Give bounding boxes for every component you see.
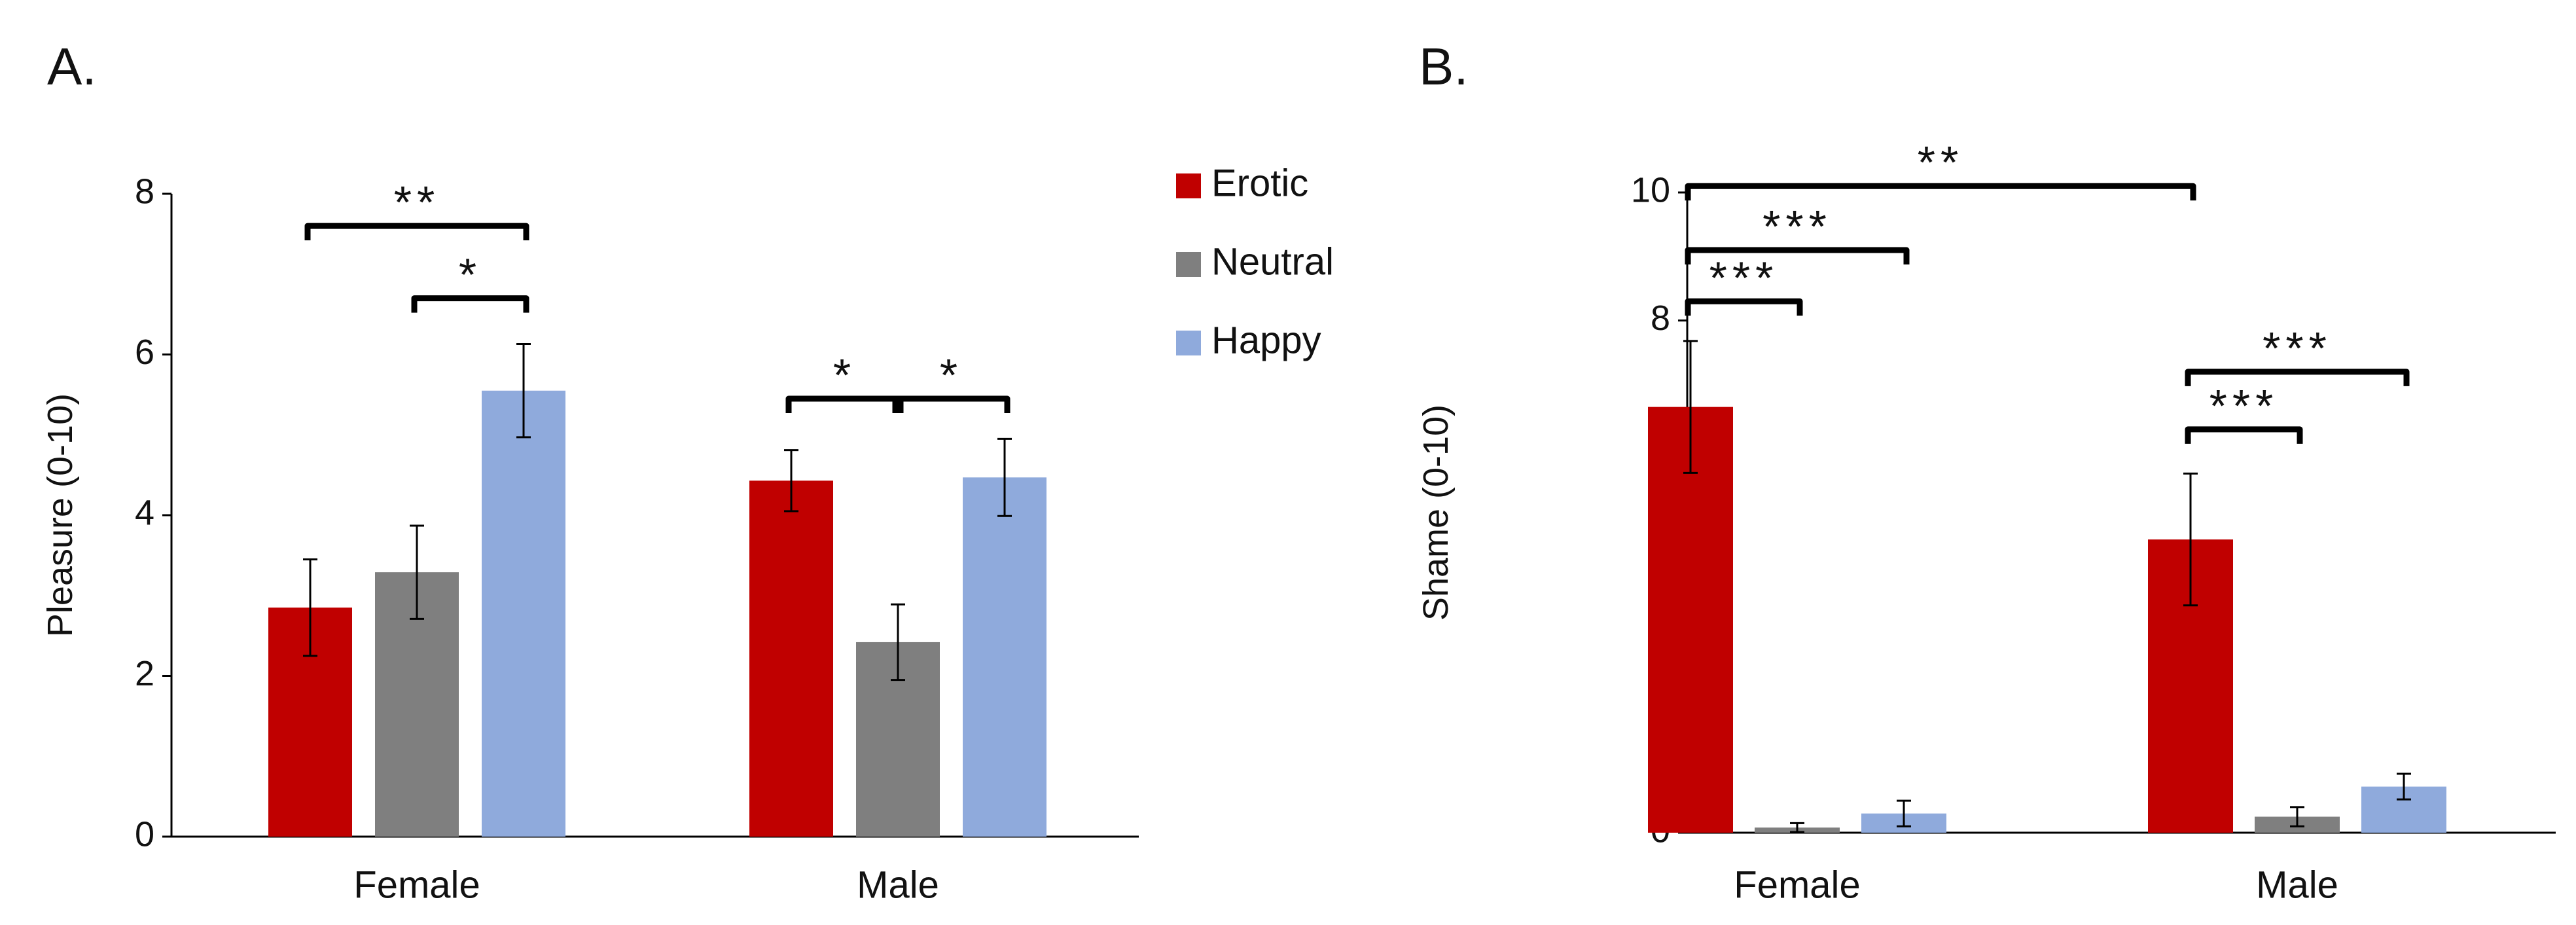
panel-a-significance-label-1: *: [459, 249, 482, 300]
panel-b-bar-female-erotic: [1648, 407, 1733, 833]
panel-b-x-tick-label-male: Male: [2256, 863, 2338, 906]
panel-a-bar-male-erotic: [749, 481, 833, 837]
panel-a-y-tick-label-2: 2: [135, 654, 154, 693]
panel-a-significance-bracket-2: [785, 395, 904, 414]
panel-a-bar-male-happy: [963, 477, 1046, 837]
legend-label-happy: Happy: [1211, 319, 1321, 361]
panel-b-shame-chart: B.Shame (0-10)0246810FemaleMale*********…: [1416, 37, 2556, 906]
panel-a-significance-label-3: *: [940, 350, 963, 401]
panel-b-significance-label-3: ***: [2263, 323, 2332, 374]
legend-swatch-neutral: [1176, 252, 1201, 277]
panel-b-y-tick-label-8: 8: [1651, 299, 1670, 338]
legend-swatch-happy: [1176, 331, 1201, 355]
panel-b-significance-bracket-0: [1685, 183, 2196, 201]
panel-b-significance-bracket-4: [2185, 426, 2303, 444]
legend-swatch-erotic: [1176, 173, 1201, 198]
panel-b-significance-bracket-1: [1685, 247, 1910, 265]
panel-b-significance-label-4: ***: [2209, 380, 2279, 431]
panel-b-label: B.: [1419, 37, 1469, 96]
legend-label-erotic: Erotic: [1211, 162, 1308, 204]
panel-a-y-axis-label: Pleasure (0-10): [41, 393, 80, 637]
panel-b-y-axis-label: Shame (0-10): [1416, 405, 1456, 621]
panel-a-significance-label-0: **: [394, 177, 440, 228]
panel-a-y-tick-label-0: 0: [135, 814, 154, 854]
panel-b-y-tick-label-10: 10: [1631, 170, 1670, 209]
panel-a-significance-label-2: *: [833, 350, 856, 401]
panel-b-significance-label-2: ***: [1709, 252, 1779, 303]
panel-a-y-tick-label-4: 4: [135, 493, 154, 532]
panel-a-significance-bracket-3: [892, 395, 1011, 414]
legend: Erotic Neutral Happy: [1176, 162, 1334, 361]
panel-a-y-tick-label-8: 8: [135, 172, 154, 211]
panel-b-significance-bracket-2: [1685, 298, 1803, 316]
panel-b-x-tick-label-female: Female: [1734, 863, 1860, 906]
panel-a-x-tick-label-male: Male: [857, 863, 939, 906]
legend-label-neutral: Neutral: [1211, 240, 1334, 283]
panel-a-significance-bracket-1: [411, 295, 529, 313]
panel-a-significance-bracket-0: [304, 223, 529, 241]
panel-a-y-tick-label-6: 6: [135, 333, 154, 372]
panel-a-label: A.: [47, 37, 97, 96]
panel-a-x-tick-label-female: Female: [353, 863, 480, 906]
panel-b-significance-label-0: **: [1918, 137, 1963, 188]
panel-b-significance-label-1: ***: [1762, 201, 1832, 252]
panel-b-significance-bracket-3: [2185, 369, 2410, 386]
panel-a-bar-female-happy: [482, 390, 565, 837]
